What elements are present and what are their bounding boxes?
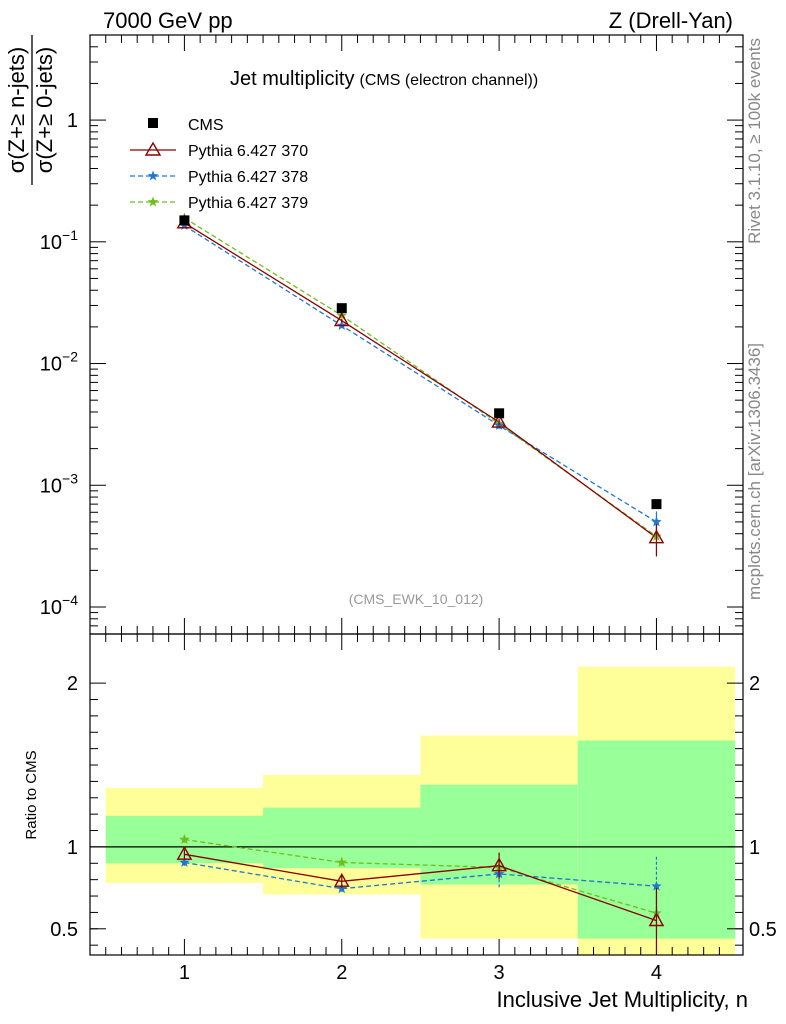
ratio-y-tick-label: 1 bbox=[67, 837, 78, 859]
main-y-tick-base: 10 bbox=[40, 354, 62, 376]
ratio-y-ticks: 0.5 0.5 1 1 2 2 bbox=[50, 673, 777, 946]
main-y-tick-label: 10−2 bbox=[40, 349, 78, 376]
legend-star-378-shape bbox=[147, 170, 159, 181]
main-ylabel-denominator: σ(Z+≥ 0-jets) bbox=[32, 47, 57, 174]
main-y-tick-base: 10 bbox=[40, 597, 62, 619]
legend-label-cms: CMS bbox=[188, 117, 224, 134]
legend-label-370: Pythia 6.427 370 bbox=[188, 143, 308, 160]
main-point-cms bbox=[179, 215, 190, 226]
legend-marker-cms bbox=[148, 118, 158, 128]
ratio-point-370 bbox=[648, 912, 665, 927]
main-y-tick-base: 10 bbox=[40, 475, 62, 497]
main-y-tick-exp: −1 bbox=[62, 227, 78, 243]
legend-marker-379 bbox=[147, 196, 159, 207]
main-series bbox=[176, 212, 665, 557]
legend-label-379: Pythia 6.427 379 bbox=[188, 195, 308, 212]
header-left: 7000 GeV pp bbox=[103, 8, 233, 33]
legend: CMS Pythia 6.427 370 Pythia 6.427 378 Py… bbox=[130, 117, 308, 212]
ratio-y-tick-label: 2 bbox=[67, 673, 78, 695]
main-point-cms bbox=[336, 303, 347, 314]
ratio-point-379 bbox=[336, 856, 347, 867]
ratio-point-379 bbox=[179, 834, 190, 844]
header-right: Z (Drell-Yan) bbox=[609, 8, 733, 33]
main-line-series-1 bbox=[184, 222, 657, 539]
mcplots-label: mcplots.cern.ch [arXiv:1306.3436] bbox=[745, 343, 764, 600]
ratio-point-378 bbox=[336, 883, 347, 894]
main-point-370 bbox=[333, 312, 350, 327]
ratio-point-378 bbox=[179, 856, 190, 867]
x-tick-label: 3 bbox=[494, 962, 505, 984]
watermark: (CMS_EWK_10_012) bbox=[349, 591, 484, 607]
ratio-line-series-0 bbox=[184, 853, 657, 922]
main-point-cms bbox=[494, 408, 505, 419]
ratio-point-370 bbox=[491, 857, 507, 872]
x-axis-label: Inclusive Jet Multiplicity, n bbox=[497, 987, 748, 1012]
main-point-378 bbox=[651, 516, 662, 527]
main-y-tick-exp: −2 bbox=[62, 349, 78, 365]
ratio-series bbox=[176, 834, 665, 954]
ratio-panel: 0.5 0.5 1 1 2 2 1 2 3 4 Ratio to CMS Inclusive J… bbox=[23, 633, 777, 1012]
main-panel: 110−110−210−310−4 Jet multiplicity (CMS (… bbox=[4, 34, 744, 635]
ratio-point-370 bbox=[176, 845, 193, 860]
main-y-tick-label: 10−4 bbox=[40, 592, 78, 619]
legend-marker-378 bbox=[147, 170, 159, 181]
ratio-y-tick-label-right: 2 bbox=[749, 673, 760, 695]
main-y-ticks: 110−110−210−310−4 bbox=[40, 34, 743, 635]
main-y-tick-base: 10 bbox=[40, 232, 62, 254]
ratio-y-tick-label: 0.5 bbox=[50, 919, 78, 941]
ratio-y-tick-label-right: 1 bbox=[749, 837, 760, 859]
legend-label-378: Pythia 6.427 378 bbox=[188, 169, 308, 186]
main-y-tick-label: 1 bbox=[67, 110, 78, 132]
ratio-y-tick-label-right: 0.5 bbox=[749, 919, 777, 941]
main-y-tick-label: 10−1 bbox=[40, 227, 78, 254]
main-y-tick-label: 10−3 bbox=[40, 470, 78, 497]
legend-marker-370 bbox=[144, 141, 162, 156]
main-point-370 bbox=[491, 413, 507, 428]
ratio-frame bbox=[89, 633, 744, 956]
main-y-tick-exp: −4 bbox=[62, 592, 78, 608]
main-point-cms bbox=[651, 499, 662, 510]
ratio-point-370 bbox=[333, 872, 350, 887]
rivet-label: Rivet 3.1.10, ≥ 100k events bbox=[745, 38, 764, 244]
main-x-ticks bbox=[105, 35, 720, 634]
chart-title: Jet multiplicity (CMS (electron channel)) bbox=[230, 68, 538, 90]
x-tick-label: 4 bbox=[651, 962, 662, 984]
ratio-line-series-1 bbox=[184, 861, 657, 890]
ratio-bands bbox=[105, 666, 736, 955]
main-ylabel: σ(Z+≥ n-jets) σ(Z+≥ 0-jets) bbox=[4, 35, 57, 185]
chart-title-main: Jet multiplicity bbox=[230, 68, 354, 90]
main-y-tick-exp: −3 bbox=[62, 470, 78, 486]
main-ylabel-numerator: σ(Z+≥ n-jets) bbox=[4, 47, 29, 174]
x-tick-label: 2 bbox=[336, 962, 347, 984]
legend-star-379-shape bbox=[147, 196, 159, 207]
main-line-series-3 bbox=[184, 217, 657, 537]
main-point-370 bbox=[648, 529, 665, 544]
ratio-point-378 bbox=[651, 880, 662, 891]
main-line-series-2 bbox=[184, 225, 657, 523]
x-tick-label: 1 bbox=[179, 962, 190, 984]
ratio-x-ticks: 1 2 3 4 bbox=[105, 634, 720, 984]
chart-subtitle: (CMS (electron channel)) bbox=[359, 72, 538, 89]
ratio-ylabel: Ratio to CMS bbox=[23, 750, 40, 839]
